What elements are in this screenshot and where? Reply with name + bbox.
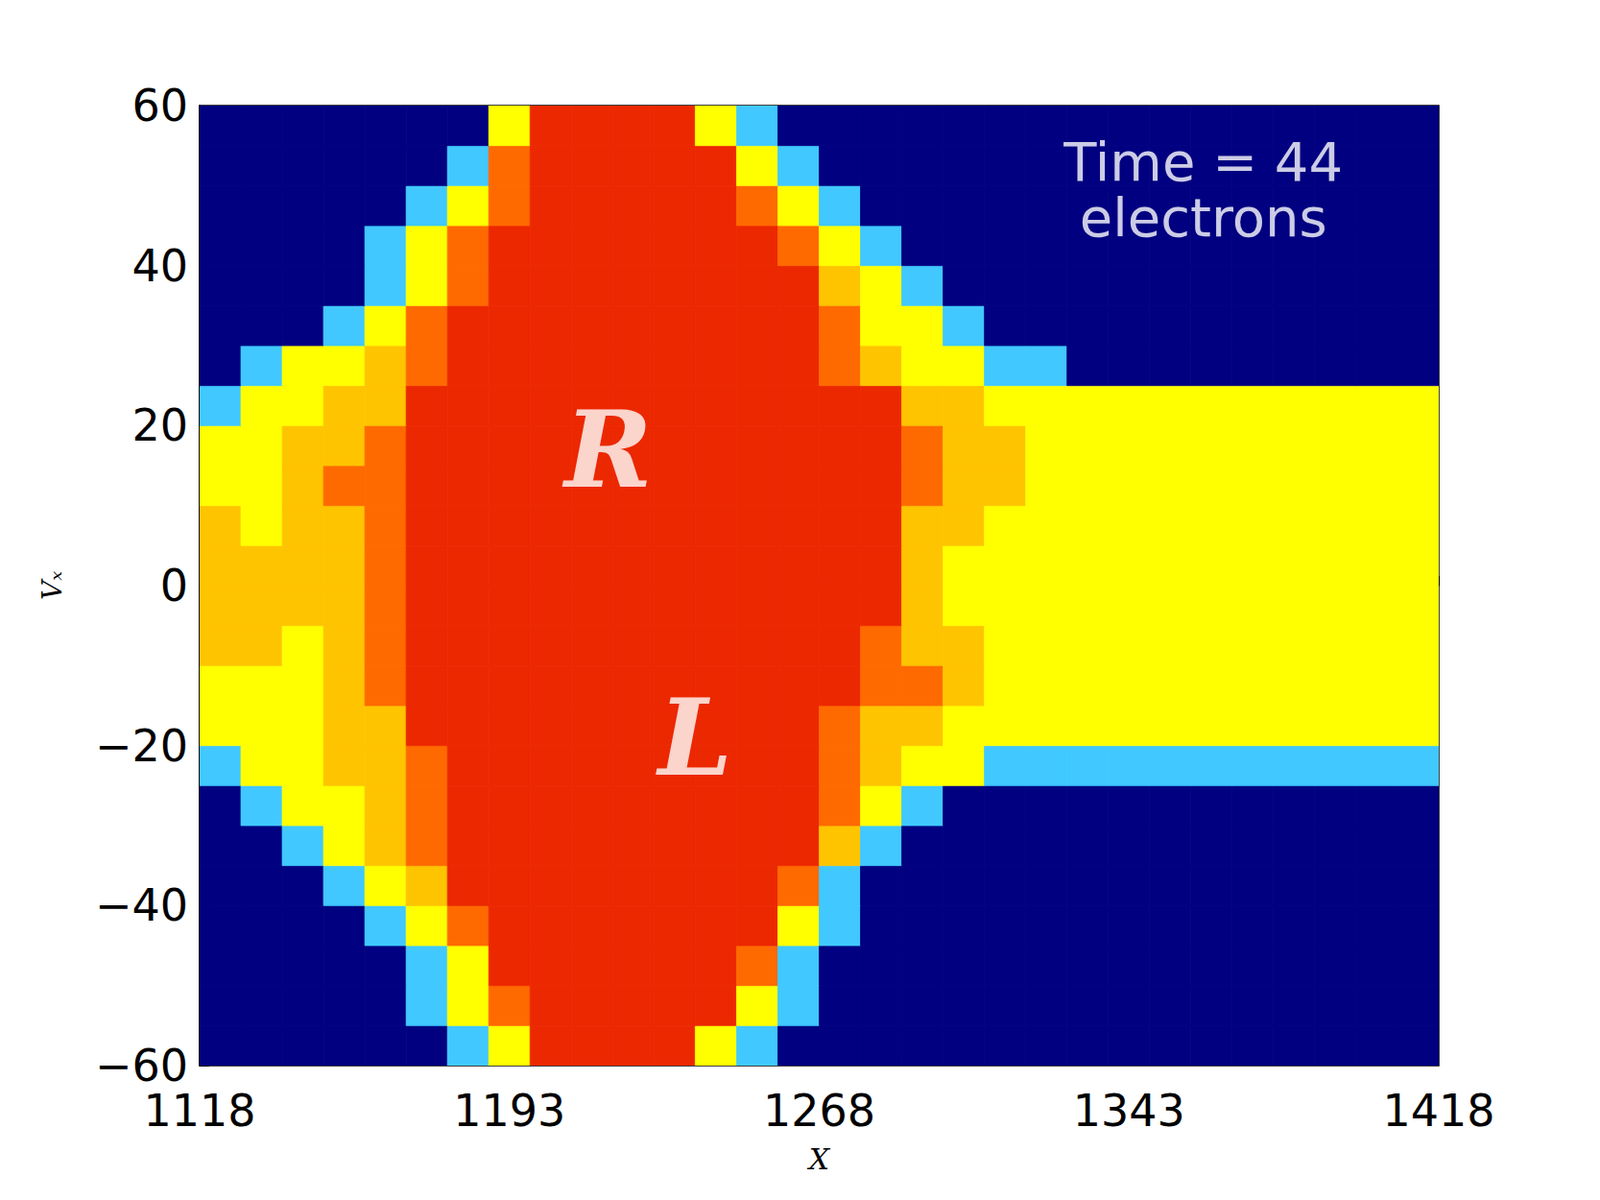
svg-text:Vₓ: Vₓ — [36, 571, 69, 600]
svg-text:1268: 1268 — [763, 1084, 876, 1137]
svg-text:20: 20 — [131, 399, 189, 452]
svg-text:X: X — [807, 1142, 832, 1176]
svg-text:60: 60 — [131, 79, 189, 132]
svg-text:1418: 1418 — [1382, 1084, 1495, 1137]
svg-text:R: R — [561, 387, 652, 512]
svg-text:Time = 44: Time = 44 — [1062, 130, 1343, 193]
svg-text:40: 40 — [131, 239, 189, 292]
svg-text:L: L — [655, 675, 733, 800]
svg-text:−60: −60 — [95, 1039, 189, 1092]
svg-text:1343: 1343 — [1073, 1084, 1186, 1137]
svg-text:−20: −20 — [95, 719, 189, 772]
svg-text:0: 0 — [160, 559, 189, 612]
svg-text:−40: −40 — [95, 879, 189, 932]
svg-text:1118: 1118 — [143, 1084, 256, 1137]
svg-text:electrons: electrons — [1079, 186, 1328, 249]
svg-text:1193: 1193 — [453, 1084, 566, 1137]
